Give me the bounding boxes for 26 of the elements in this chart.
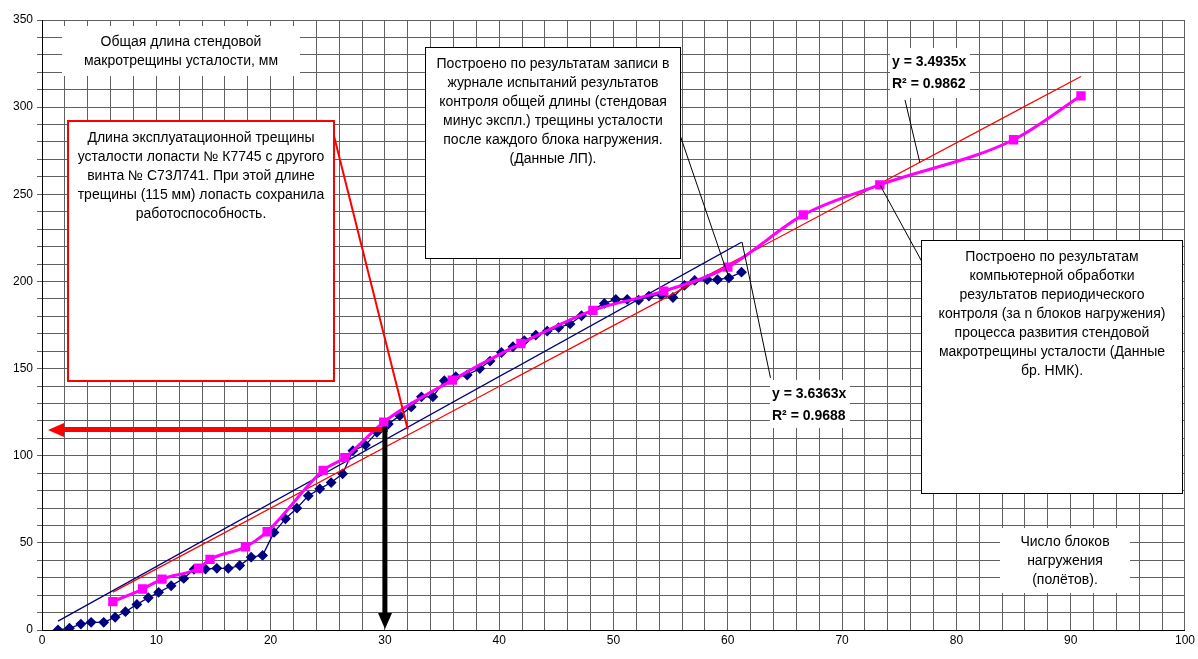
text-box: Длина эксплуатационной трещины усталости лопасти № К7745 с другого винта № С73Л741. При этой длине трещины (115 мм) лопасть сохранила работоспособность. xyxy=(67,120,335,382)
y-tick-label: 150 xyxy=(12,360,34,375)
x-tick-label: 50 xyxy=(606,632,621,647)
text-box: y = 3.6363x R² = 0.9688 xyxy=(770,380,850,428)
x-tick-label: 60 xyxy=(721,632,735,647)
text-box: Построено по результатам компьютерной обработки результатов периодического контроля (за n блоков нагружения) процесса развития стендовой макротрещины усталости (Данные бр. НМК). xyxy=(921,240,1183,494)
x-tick-label: 70 xyxy=(835,632,850,647)
text-box: y = 3.4935x R² = 0.9862 xyxy=(890,48,970,98)
y-tick-label: 100 xyxy=(12,448,34,463)
text-box: Общая длина стендовой макротрещины усталости, мм xyxy=(62,26,300,76)
x-tick-label: 0 xyxy=(38,632,46,647)
x-tick-label: 40 xyxy=(492,632,507,647)
y-tick-label: 250 xyxy=(12,186,34,201)
x-tick-label: 80 xyxy=(949,632,964,647)
x-tick-label: 90 xyxy=(1064,632,1078,647)
x-tick-label: 20 xyxy=(263,632,278,647)
y-tick-label: 200 xyxy=(12,273,34,288)
text-box: Число блоков нагружения (полётов). xyxy=(1000,528,1130,593)
y-tick-label: 50 xyxy=(19,535,34,550)
y-tick-label: 0 xyxy=(26,622,34,637)
text-box: Построено по результатам записи в журнале испытаний результатов контроля общей длины (стендовая минус экспл.) трещины усталости после каждого блока нагружения. (Данные ЛП). xyxy=(425,47,681,259)
y-tick-label: 300 xyxy=(12,99,34,114)
x-tick-label: 10 xyxy=(149,632,164,647)
x-tick-label: 100 xyxy=(1174,632,1196,647)
x-tick-label: 30 xyxy=(378,632,392,647)
y-tick-label: 350 xyxy=(12,12,34,27)
